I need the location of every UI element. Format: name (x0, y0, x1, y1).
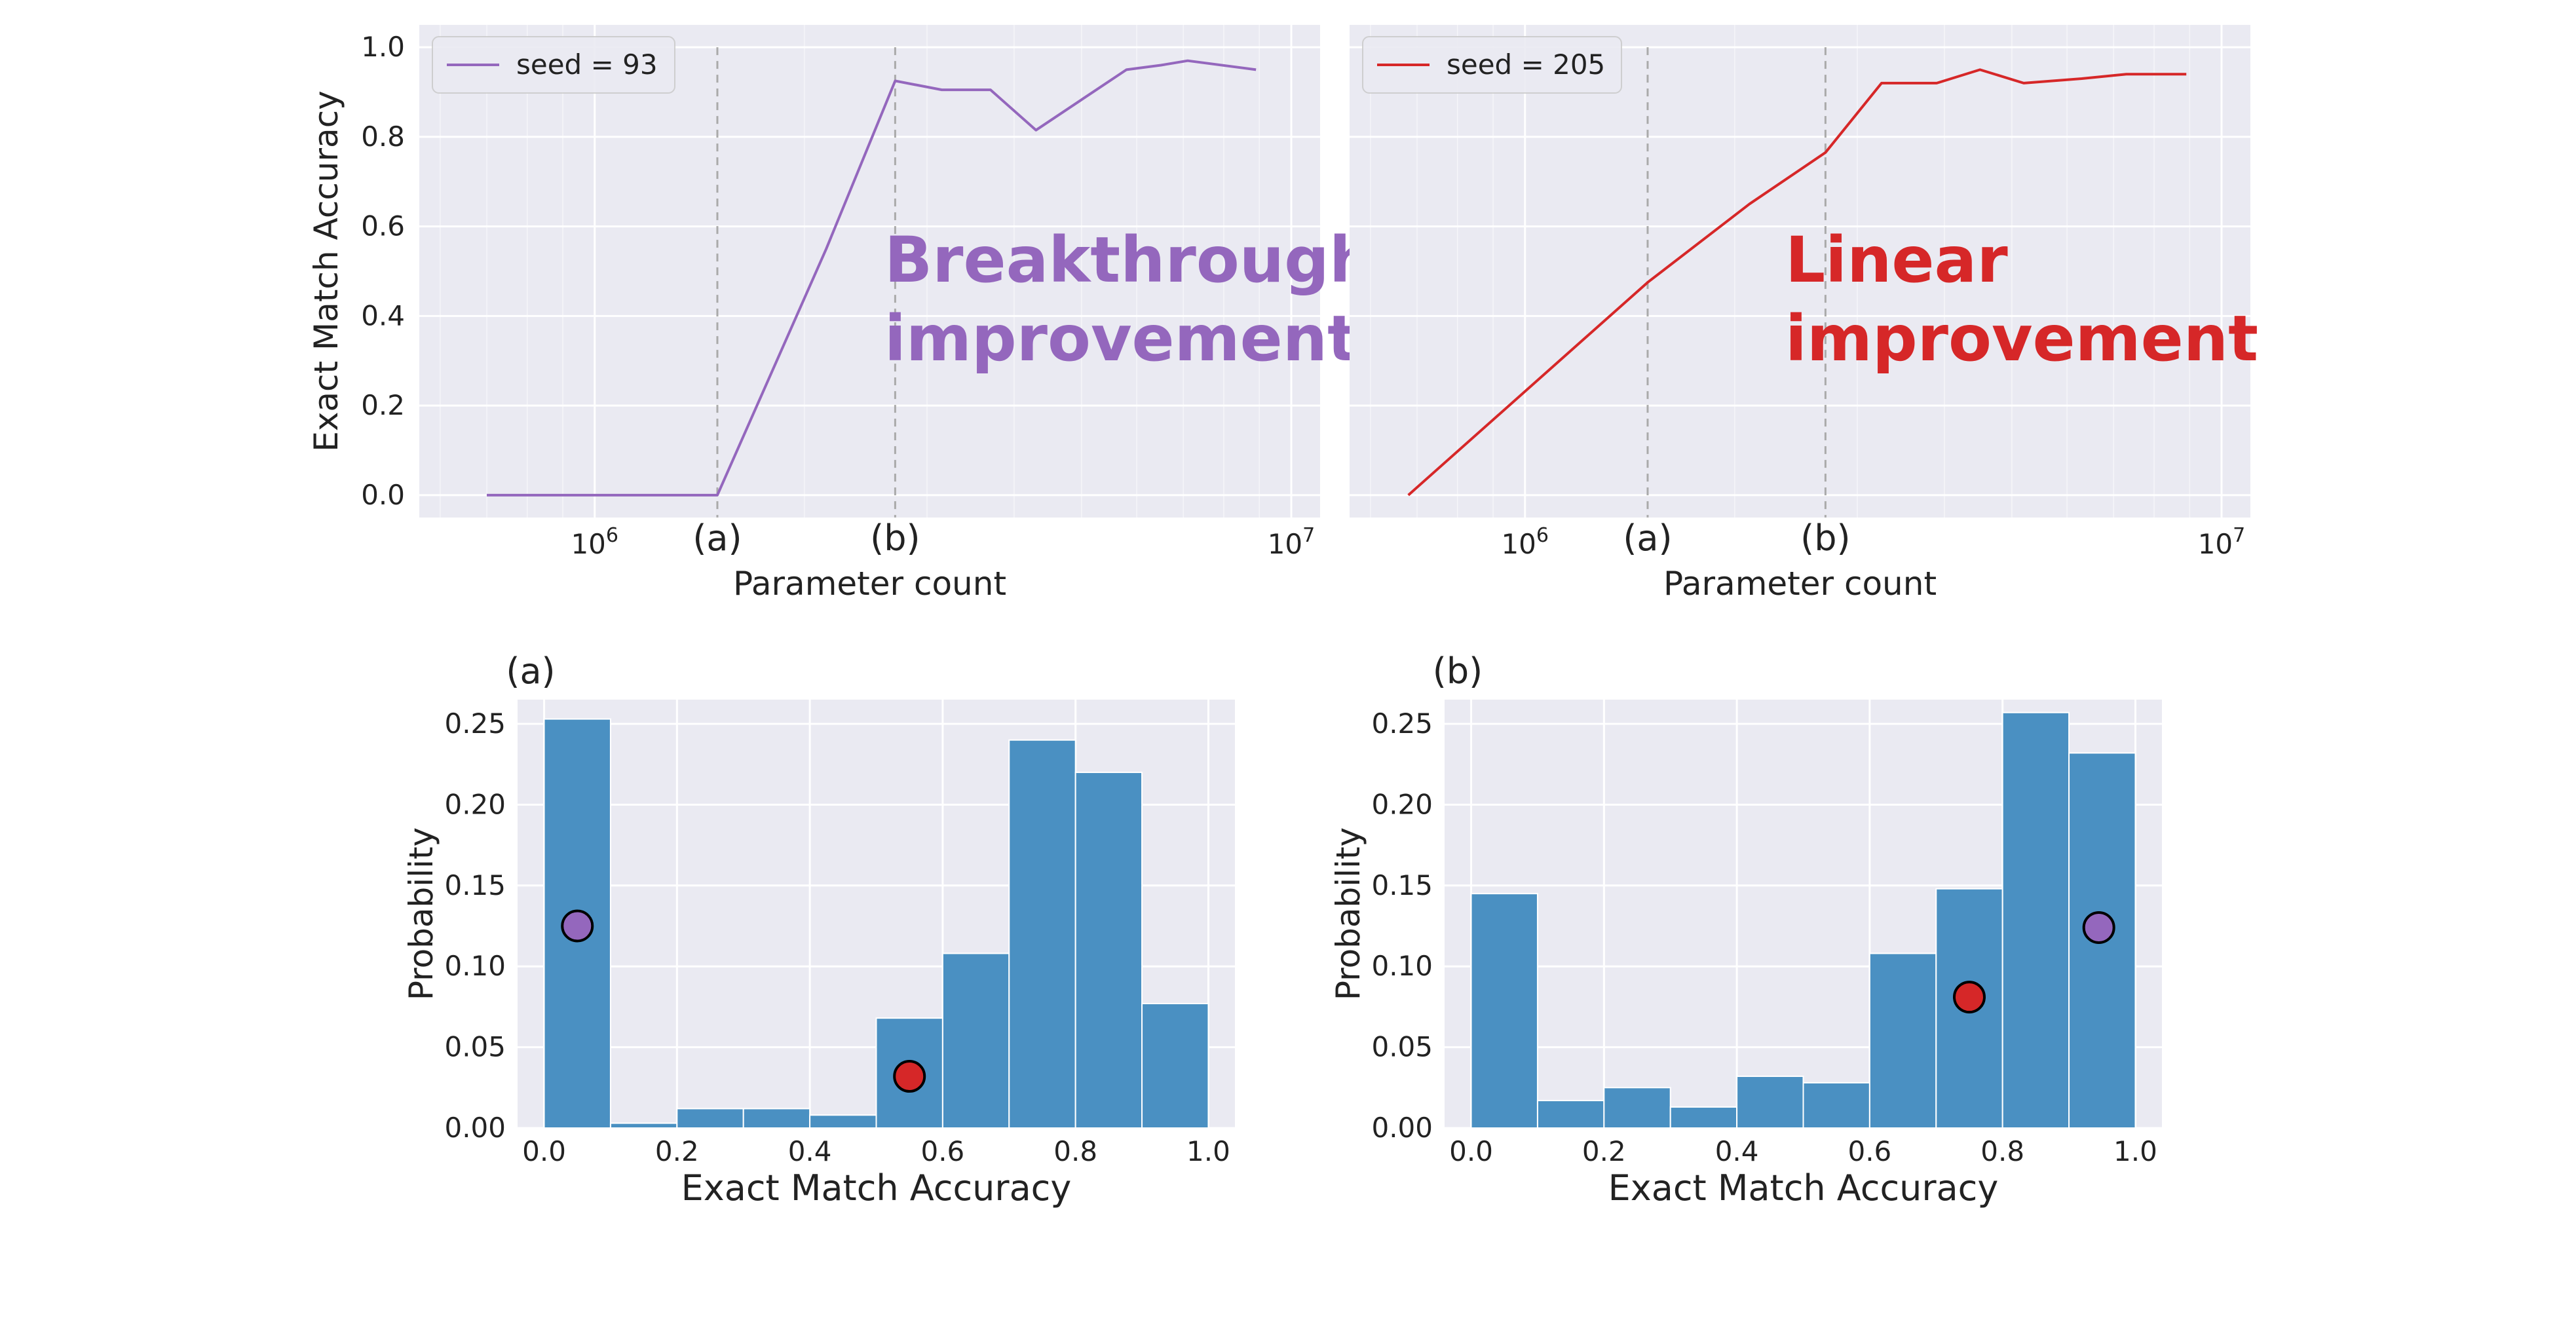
y-axis-label: Probability (402, 827, 440, 1000)
panel-top-left: 0.0 0.2 0.4 0.6 0.8 1.0 Exact Match Accuracy 10… (307, 25, 1374, 603)
x-tick-label: 0.6 (1847, 1135, 1891, 1167)
y-tick-label: 0.00 (1371, 1112, 1433, 1144)
histogram-bar (742, 1108, 811, 1129)
x-tick-base: 10 (2198, 528, 2233, 560)
x-tick-label: 106 (571, 524, 618, 560)
x-tick-base: 10 (1501, 528, 1536, 560)
y-tick-label: 0.10 (444, 950, 506, 982)
plot-area (419, 25, 1320, 518)
y-tick-label: 0.15 (1371, 869, 1433, 901)
panel-title: (a) (506, 650, 555, 692)
y-tick-label: 0.6 (361, 210, 405, 242)
x-tick-exponent: 7 (1302, 524, 1315, 547)
panel-title: (b) (1433, 650, 1483, 692)
x-tick-base: 10 (1268, 528, 1302, 560)
x-tick-label: 0.8 (1980, 1135, 2024, 1167)
y-tick-label: 0.2 (361, 389, 405, 421)
y-tick-label: 0.25 (1371, 707, 1433, 740)
x-tick-label: 107 (2198, 524, 2246, 560)
histogram-bar (1603, 1087, 1671, 1129)
histogram-bar (1074, 772, 1143, 1129)
x-tick-label: 0.0 (522, 1135, 566, 1167)
histogram-bar (1008, 739, 1076, 1129)
y-tick-label: 0.05 (1371, 1031, 1433, 1063)
x-tick-exponent: 6 (1536, 524, 1549, 547)
annotation-line-1: Linear (1785, 223, 2008, 297)
histogram-bar (1536, 1100, 1605, 1129)
y-tick-label: 0.05 (444, 1031, 506, 1063)
legend-label: seed = 93 (516, 48, 658, 81)
histogram-bar (1802, 1082, 1870, 1129)
x-tick-exponent: 7 (2233, 524, 2245, 547)
y-tick-label: 0.15 (444, 869, 506, 901)
annotation-line-2: improvement (1785, 302, 2258, 375)
x-tick-label: 106 (1501, 524, 1549, 560)
panel-bottom-right: 0.00 0.05 0.10 0.15 0.20 0.25 0.0 0.2 0.4 0.6 0.8 1… (1329, 650, 2162, 1209)
x-tick-label: 0.2 (655, 1135, 699, 1167)
marker-label-a: (a) (1623, 518, 1672, 559)
histogram-bar (941, 952, 1010, 1129)
legend-label: seed = 205 (1447, 48, 1605, 81)
y-tick-label: 0.0 (361, 479, 405, 511)
histogram-bar (1868, 952, 1937, 1129)
x-tick-label: 1.0 (2113, 1135, 2157, 1167)
x-tick-label: 107 (1268, 524, 1316, 560)
series-line (1407, 68, 2187, 497)
x-tick-label: 0.6 (920, 1135, 964, 1167)
y-axis-label: Probability (1329, 827, 1367, 1000)
histogram-bar (609, 1122, 678, 1129)
legend-box (432, 36, 675, 94)
y-axis-label: Exact Match Accuracy (307, 90, 345, 452)
y-tick-label: 0.20 (1371, 788, 1433, 820)
y-tick-label: 0.00 (444, 1112, 506, 1144)
series-line (487, 59, 1257, 497)
seed-point (1952, 981, 1986, 1014)
histogram-bar (809, 1114, 877, 1129)
panel-bottom-left: 0.00 0.05 0.10 0.15 0.20 0.25 0.0 0.2 0.4 0.6 0.8 1… (402, 650, 1235, 1209)
seed-point (561, 909, 594, 943)
x-axis-label: Parameter count (1663, 565, 1937, 603)
y-tick-label: 0.25 (444, 707, 506, 740)
seed-point (2082, 911, 2115, 944)
x-tick-label: 0.4 (1715, 1135, 1759, 1167)
x-tick-label: 0.8 (1053, 1135, 1097, 1167)
x-axis-label: Exact Match Accuracy (1608, 1167, 1999, 1209)
annotation-line-2: improvement (884, 302, 1357, 375)
x-tick-exponent: 6 (606, 524, 618, 547)
histogram-bar (1736, 1076, 1804, 1129)
legend-box (1362, 36, 1622, 94)
y-tick-label: 0.10 (1371, 950, 1433, 982)
histogram-bar (2001, 711, 2070, 1129)
x-axis-label: Parameter count (733, 565, 1006, 603)
seed-point (893, 1060, 926, 1093)
marker-label-a: (a) (692, 518, 742, 559)
x-tick-label: 0.2 (1582, 1135, 1626, 1167)
x-tick-label: 0.0 (1449, 1135, 1493, 1167)
x-tick-label: 0.4 (788, 1135, 832, 1167)
plot-area (1350, 25, 2250, 518)
x-tick-label: 1.0 (1186, 1135, 1230, 1167)
histogram-bar (676, 1108, 744, 1129)
histogram-bar (1141, 1002, 1209, 1129)
histogram-bar (1470, 893, 1538, 1129)
y-tick-label: 1.0 (361, 31, 405, 63)
y-tick-label: 0.4 (361, 299, 405, 331)
annotation-line-1: Breakthrough (884, 223, 1374, 297)
y-tick-label: 0.8 (361, 121, 405, 153)
marker-label-b: (b) (870, 518, 920, 559)
y-tick-label: 0.20 (444, 788, 506, 820)
x-tick-base: 10 (571, 528, 605, 560)
marker-label-b: (b) (1800, 518, 1850, 559)
histogram-bar (1669, 1106, 1738, 1129)
x-axis-label: Exact Match Accuracy (681, 1167, 1072, 1209)
